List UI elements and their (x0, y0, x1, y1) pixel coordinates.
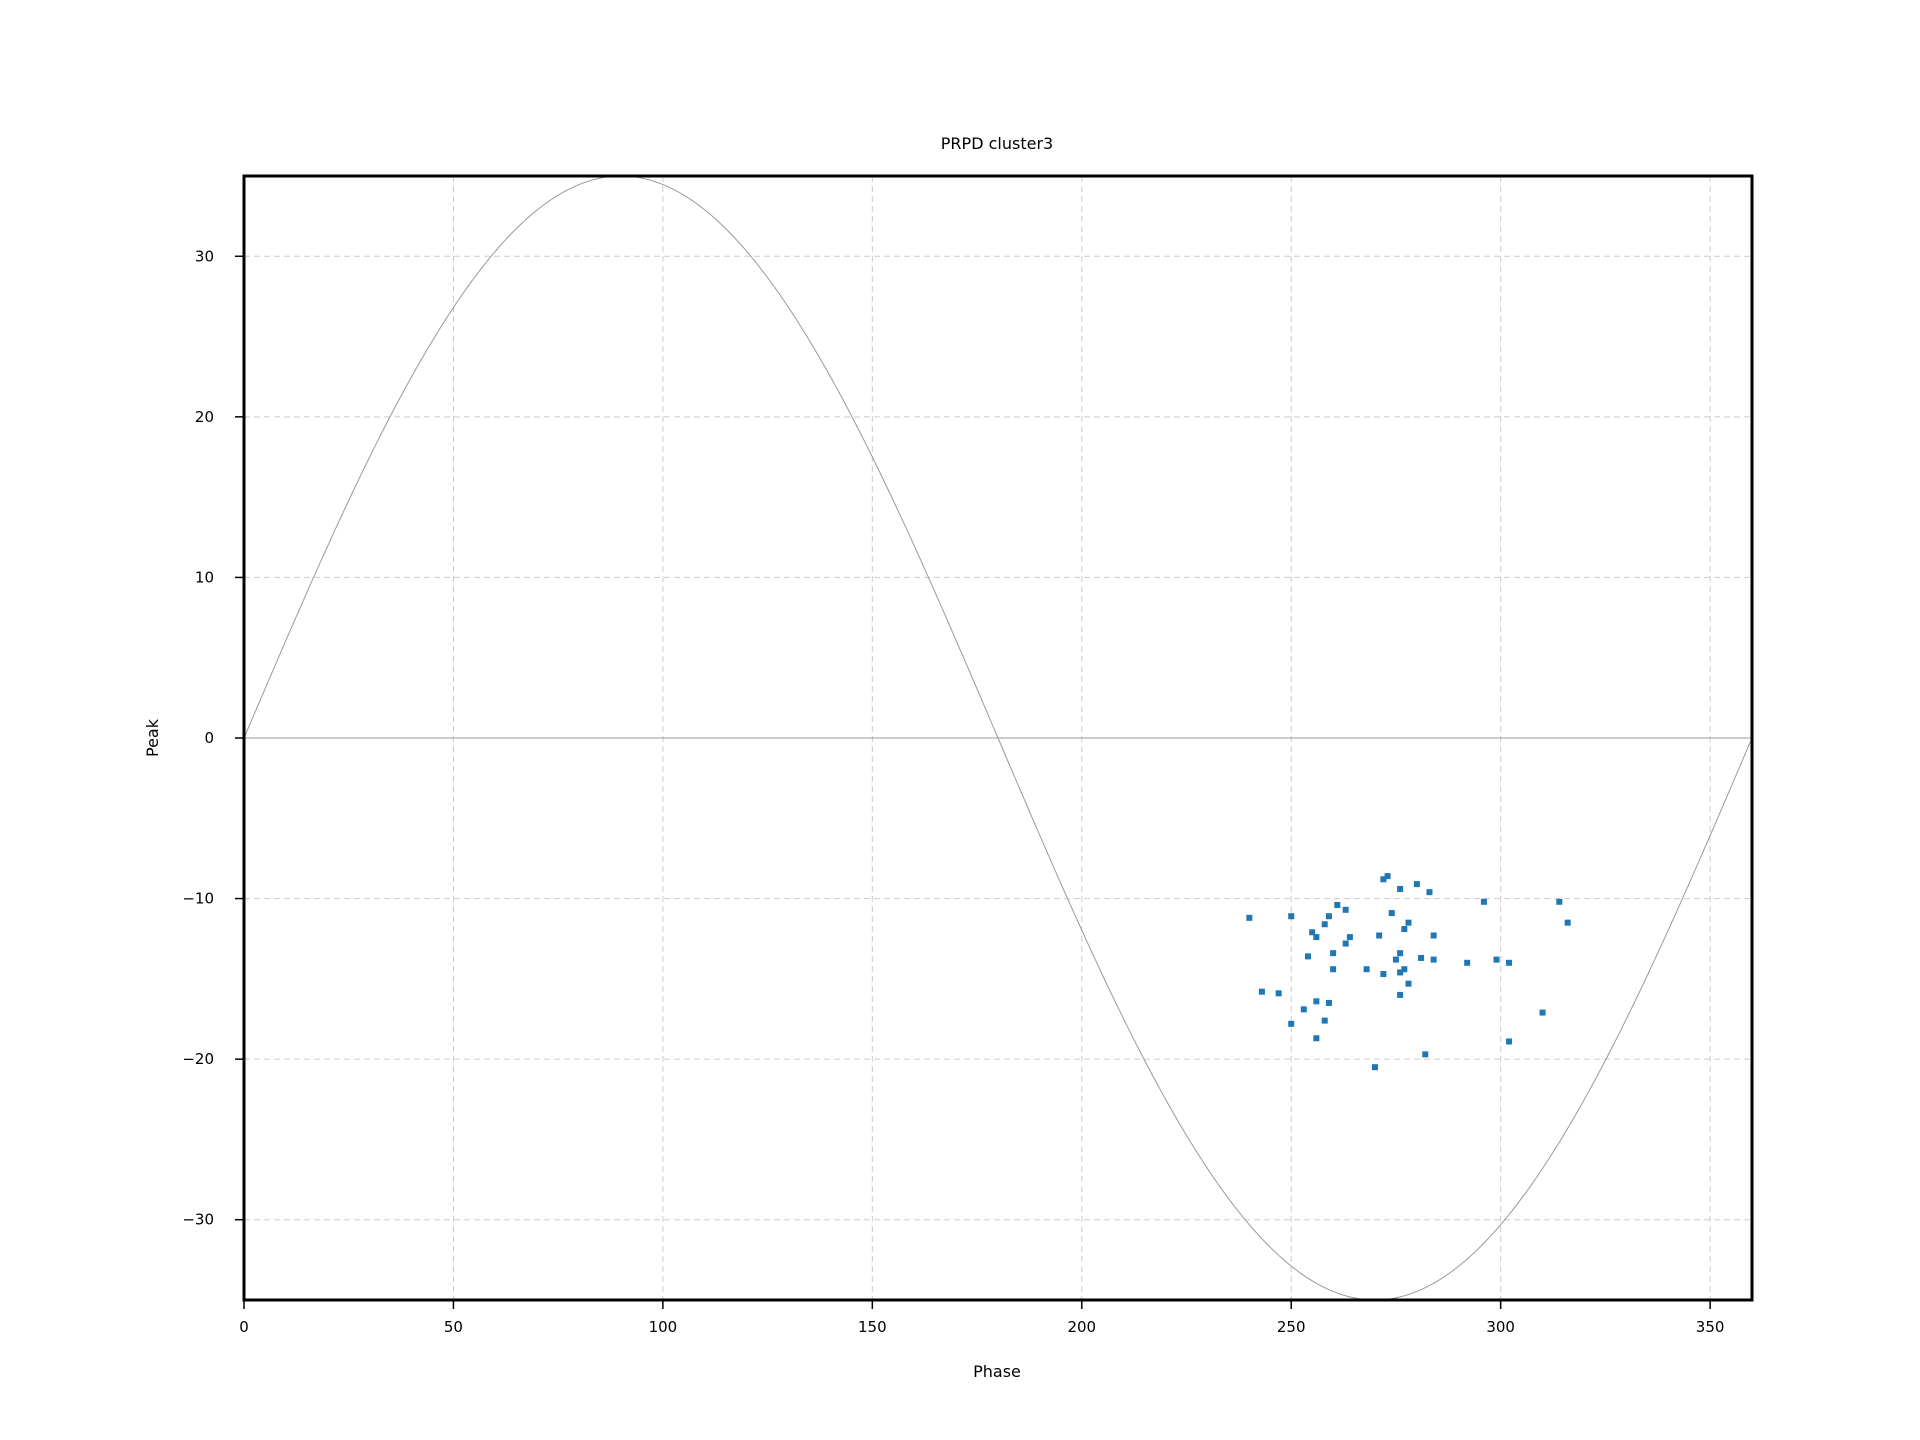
y-tick-label: −20 (182, 1050, 214, 1068)
y-tick-label: −10 (182, 890, 214, 908)
data-point (1539, 1009, 1546, 1016)
data-point (1493, 956, 1500, 963)
data-point (1309, 929, 1316, 936)
data-point (1397, 885, 1404, 892)
y-tick-label: 30 (195, 247, 214, 265)
data-point (1401, 926, 1408, 933)
reference-layer (243, 175, 1753, 1301)
data-point (1397, 969, 1404, 976)
data-point (1330, 966, 1337, 973)
data-point (1430, 956, 1437, 963)
x-tick-label: 300 (1486, 1318, 1515, 1336)
y-axis-label: Peak (143, 718, 162, 757)
data-point (1342, 940, 1349, 947)
data-point (1288, 1020, 1295, 1027)
points-layer (1246, 873, 1571, 1071)
y-tick-label: −30 (182, 1211, 214, 1229)
y-tick-label: 0 (204, 729, 214, 747)
data-point (1376, 932, 1383, 939)
data-point (1372, 1064, 1378, 1071)
data-point (1564, 919, 1571, 926)
data-point (1346, 934, 1353, 941)
data-point (1325, 913, 1332, 920)
data-point (1556, 898, 1563, 905)
data-point (1388, 910, 1395, 917)
data-point (1258, 988, 1265, 995)
data-point (1464, 959, 1471, 966)
data-point (1321, 921, 1328, 928)
data-point (1380, 876, 1387, 883)
data-point (1506, 1038, 1513, 1045)
data-point (1480, 898, 1487, 905)
chart-title: PRPD cluster3 (941, 134, 1053, 153)
data-point (1334, 901, 1341, 908)
x-tick-label: 0 (239, 1318, 249, 1336)
data-point (1397, 950, 1404, 957)
x-tick-label: 250 (1277, 1318, 1306, 1336)
data-point (1384, 873, 1391, 880)
x-axis-label: Phase (973, 1362, 1021, 1381)
data-point (1418, 954, 1425, 961)
data-point (1330, 950, 1337, 957)
data-point (1405, 980, 1412, 987)
data-point (1380, 971, 1387, 978)
data-point (1246, 914, 1253, 921)
x-tick-label: 100 (649, 1318, 678, 1336)
data-point (1313, 934, 1320, 941)
data-point (1325, 999, 1332, 1006)
data-point (1426, 889, 1433, 896)
x-tick-label: 200 (1067, 1318, 1096, 1336)
data-point (1300, 1006, 1307, 1013)
x-tick-label: 350 (1696, 1318, 1725, 1336)
data-point (1321, 1017, 1328, 1024)
ticks-layer: 0 50 100 150 200 250 300 350 −30 −20 −10 0 10 20 30 (182, 247, 1724, 1336)
data-point (1413, 881, 1420, 888)
data-point (1342, 906, 1349, 913)
data-point (1313, 1035, 1320, 1042)
data-point (1430, 932, 1437, 939)
data-point (1275, 990, 1282, 997)
data-point (1401, 966, 1408, 973)
x-tick-label: 50 (444, 1318, 463, 1336)
data-point (1392, 956, 1399, 963)
data-point (1363, 966, 1370, 973)
data-point (1304, 953, 1311, 960)
sine-reference-curve (243, 175, 1753, 1301)
x-tick-label: 150 (858, 1318, 887, 1336)
data-point (1405, 919, 1412, 926)
y-tick-label: 20 (195, 408, 214, 426)
data-point (1506, 959, 1513, 966)
data-point (1288, 913, 1295, 920)
data-point (1397, 991, 1404, 998)
data-point (1422, 1051, 1429, 1058)
y-tick-label: 10 (195, 568, 214, 586)
data-point (1313, 998, 1320, 1005)
